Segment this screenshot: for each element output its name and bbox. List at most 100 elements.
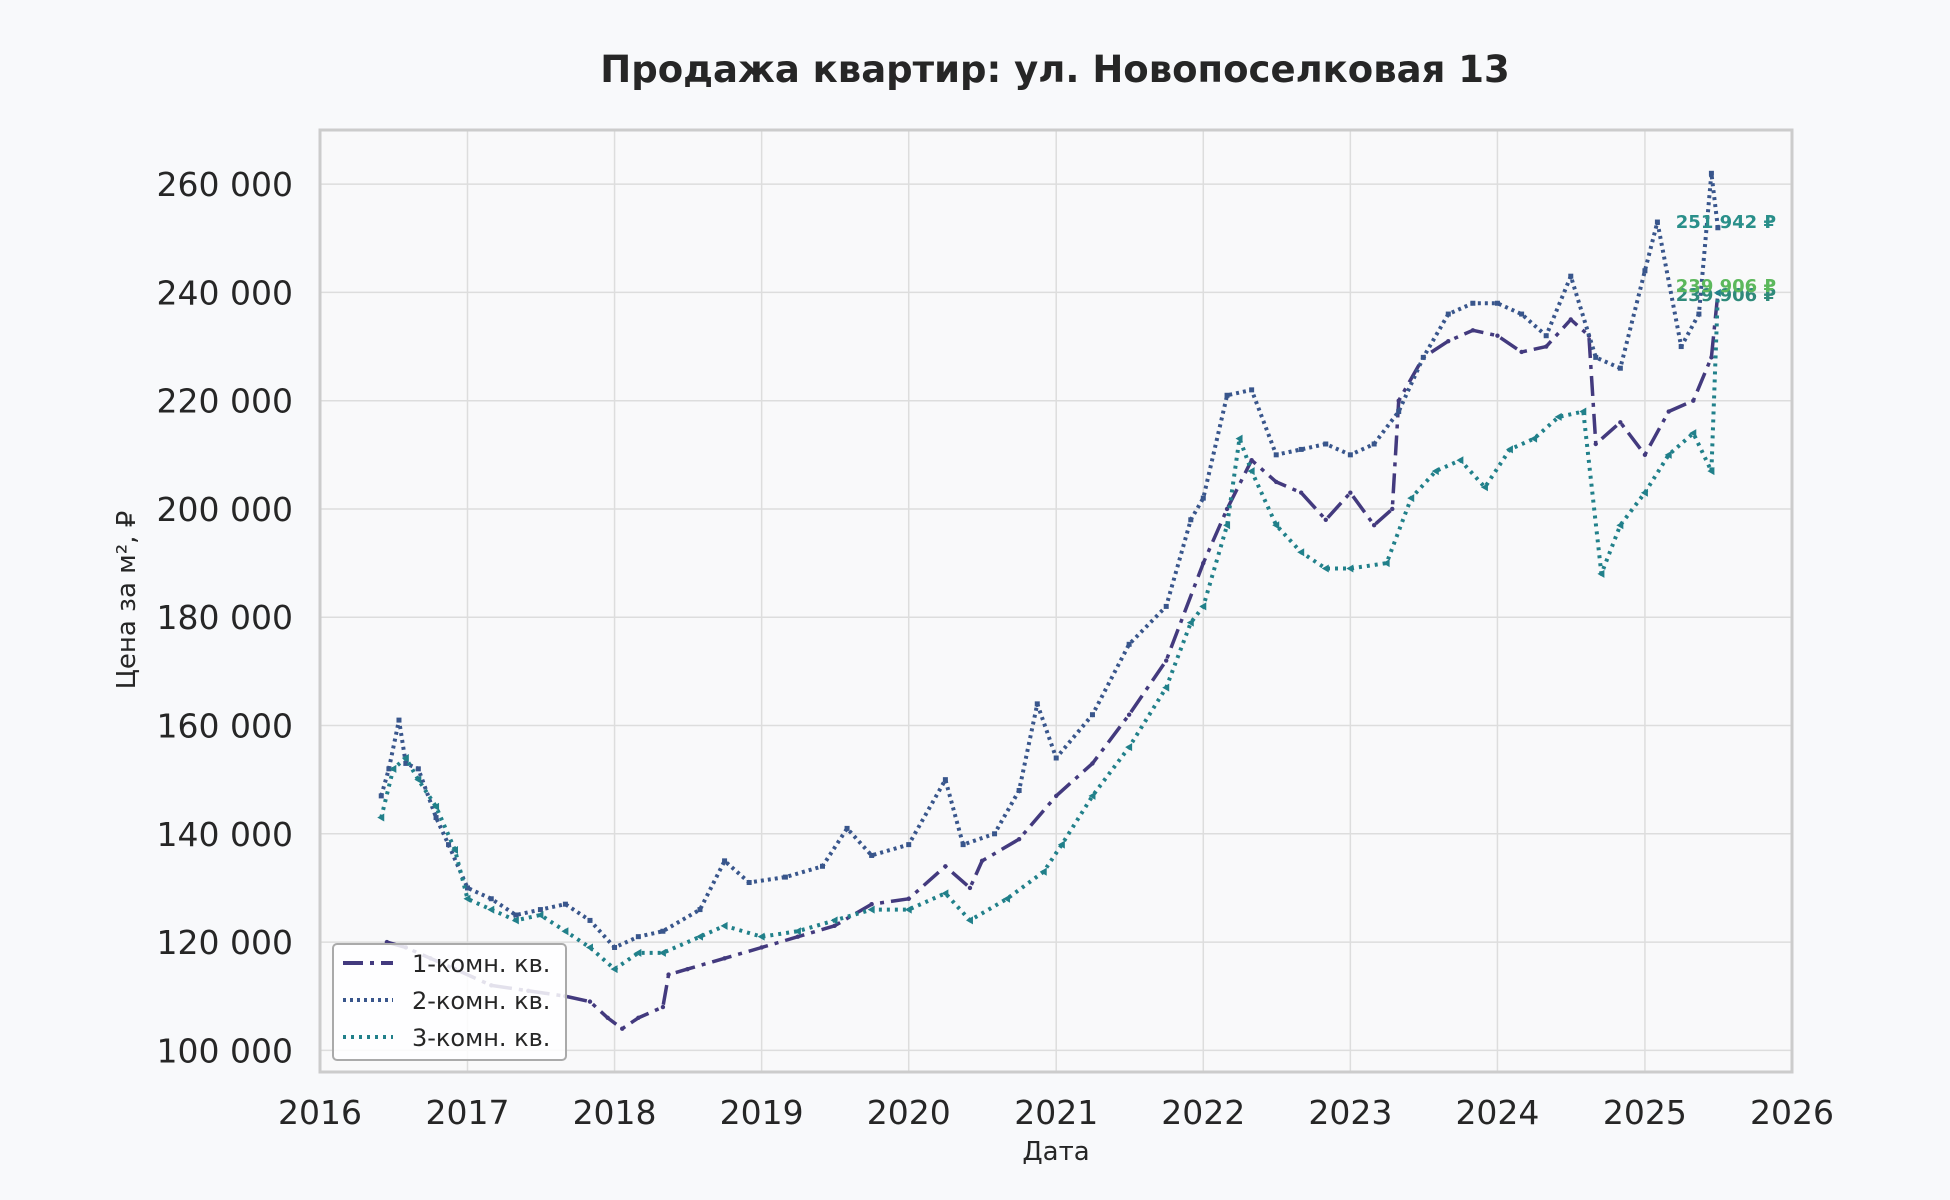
data-point — [1053, 755, 1059, 761]
data-point — [1298, 490, 1304, 495]
data-point — [1470, 300, 1476, 306]
x-axis-label: Дата — [1022, 1137, 1089, 1167]
data-point — [1456, 456, 1464, 465]
data-point — [587, 917, 593, 923]
data-point — [943, 864, 948, 869]
series-3 — [377, 288, 1721, 974]
data-point — [830, 916, 838, 925]
data-point — [1346, 564, 1354, 573]
data-point — [1470, 328, 1476, 333]
x-tick-label: 2020 — [867, 1093, 951, 1132]
data-point — [463, 894, 471, 903]
data-point — [1348, 490, 1353, 495]
data-point — [488, 896, 494, 902]
data-point — [1713, 288, 1721, 297]
data-point — [561, 927, 569, 936]
legend-label: 1-комн. кв. — [412, 950, 550, 978]
data-point — [1505, 445, 1513, 454]
data-point — [605, 1015, 610, 1021]
data-point — [906, 842, 912, 848]
data-point — [720, 921, 728, 930]
data-point — [1201, 560, 1206, 566]
data-point — [403, 760, 409, 766]
data-point — [1200, 495, 1206, 501]
x-tick-label: 2022 — [1161, 1093, 1245, 1132]
data-point — [867, 905, 875, 914]
data-point — [1654, 219, 1660, 225]
data-point — [1039, 867, 1047, 876]
legend-item[interactable]: 3-комн. кв. — [343, 1024, 550, 1052]
data-point — [1034, 701, 1040, 707]
data-point — [942, 777, 948, 783]
y-tick-label: 240 000 — [157, 273, 293, 312]
data-point — [389, 764, 397, 773]
data-point — [1298, 446, 1304, 452]
data-point — [1715, 225, 1721, 231]
data-point — [587, 999, 593, 1004]
data-point — [1390, 506, 1395, 512]
data-point — [1618, 420, 1623, 425]
data-point — [1371, 523, 1377, 528]
legend-label: 2-комн. кв. — [412, 987, 550, 1015]
data-point — [1616, 521, 1624, 530]
data-point — [1543, 333, 1549, 339]
data-point — [377, 813, 385, 822]
data-point — [1371, 441, 1377, 447]
data-point — [1347, 452, 1353, 458]
data-point — [414, 775, 422, 784]
data-point — [1664, 450, 1672, 459]
legend-item[interactable]: 1-комн. кв. — [343, 950, 550, 978]
data-point — [1696, 311, 1702, 317]
data-point — [746, 880, 752, 886]
data-point — [685, 966, 690, 972]
data-point — [666, 972, 671, 977]
data-point — [1495, 333, 1500, 338]
data-point — [1708, 170, 1714, 176]
data-point — [1090, 761, 1095, 766]
legend[interactable]: 1-комн. кв. 2-комн. кв. 3-комн. кв. — [332, 943, 567, 1061]
data-point — [869, 852, 875, 858]
data-point — [1519, 311, 1525, 317]
data-point — [537, 907, 543, 913]
data-point — [1003, 894, 1011, 903]
data-point — [446, 842, 452, 848]
data-point — [1057, 840, 1065, 849]
data-point — [960, 842, 966, 848]
data-point — [1297, 548, 1305, 557]
data-point — [1666, 409, 1671, 414]
y-tick-label: 120 000 — [157, 923, 293, 962]
data-point — [941, 889, 949, 898]
data-point — [782, 874, 788, 880]
data-point — [1579, 407, 1587, 416]
data-point — [1126, 712, 1132, 717]
x-tick-label: 2021 — [1014, 1093, 1098, 1132]
data-point — [1088, 791, 1096, 800]
legend-box — [332, 943, 567, 1061]
data-point — [979, 858, 985, 864]
data-point — [844, 825, 850, 831]
data-point — [1445, 311, 1451, 317]
series-line — [379, 171, 1720, 950]
data-point — [967, 885, 973, 891]
data-point — [1709, 355, 1714, 360]
data-point — [832, 923, 837, 929]
data-point — [819, 863, 825, 869]
x-tick-label: 2024 — [1455, 1093, 1539, 1132]
end-value-label: 239 906 ₽ — [1676, 276, 1776, 297]
data-point — [450, 846, 458, 855]
series-2 — [378, 170, 1721, 950]
x-tick-label: 2025 — [1603, 1093, 1687, 1132]
y-tick-label: 180 000 — [157, 598, 293, 637]
data-point — [513, 912, 519, 918]
data-point — [415, 766, 421, 772]
data-point — [396, 717, 402, 723]
x-tick-label: 2016 — [278, 1093, 362, 1132]
y-tick-label: 140 000 — [157, 815, 293, 854]
data-point — [1323, 441, 1329, 447]
legend-item[interactable]: 2-комн. кв. — [343, 987, 550, 1015]
data-point — [511, 916, 519, 925]
data-point — [401, 754, 409, 762]
data-point — [722, 956, 727, 961]
data-point — [757, 932, 765, 941]
